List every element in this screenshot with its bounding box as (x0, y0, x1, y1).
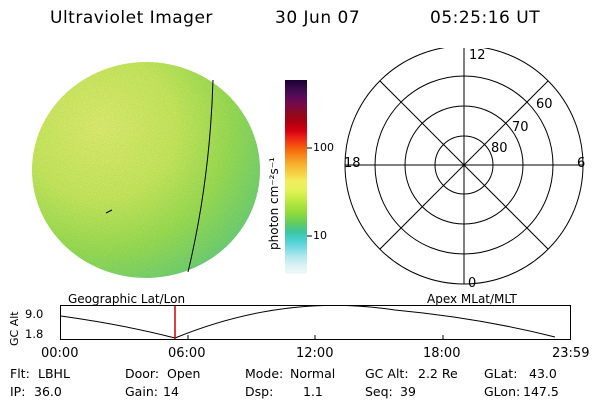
door-value: Open (167, 366, 201, 381)
seq-label: Seq: (365, 384, 393, 399)
ip-label: IP: (10, 384, 26, 399)
colorbar-tick-10: 10 (313, 229, 327, 242)
seq-value: 39 (400, 384, 416, 399)
colorbar (285, 80, 307, 274)
flt-value: LBHL (38, 366, 70, 381)
mode-value: Normal (290, 366, 336, 381)
lat-80-label: 80 (491, 141, 508, 156)
mlt-0-label: 0 (468, 276, 477, 291)
x-tick-2359: 23:59 (552, 346, 590, 361)
lat-70-label: 70 (512, 120, 529, 135)
door-label: Door: (125, 366, 160, 381)
dsp-label: Dsp: (245, 384, 274, 399)
gcalt-value: 2.2 Re (418, 366, 458, 381)
x-tick-0600: 06:00 (168, 346, 206, 361)
geographic-label: Geographic Lat/Lon (68, 292, 186, 306)
glon-value: 147.5 (523, 384, 559, 399)
colorbar-tick-100: 100 (313, 141, 334, 154)
terminator-line (187, 79, 214, 273)
apex-label: Apex MLat/MLT (427, 292, 517, 306)
ip-value: 36.0 (34, 384, 62, 399)
gcalt-label: GC Alt: (365, 366, 409, 381)
flt-label: Flt: (10, 366, 30, 381)
uv-earth-image (32, 62, 260, 278)
time-label: 05:25:16 UT (430, 8, 541, 28)
x-tick-1200: 12:00 (296, 346, 334, 361)
x-tick-0000: 00:00 (41, 346, 79, 361)
date-label: 30 Jun 07 (275, 8, 361, 28)
gain-label: Gain: (125, 384, 158, 399)
glon-label: GLon: (484, 384, 521, 399)
mlt-6-label: 6 (577, 156, 586, 171)
gain-value: 14 (163, 384, 179, 399)
mlt-18-label: 18 (344, 156, 361, 171)
polar-plot (344, 48, 584, 285)
orbit-altitude-plot (60, 305, 571, 340)
dsp-value: 1.1 (303, 384, 323, 399)
y-max-label: 9.0 (25, 307, 44, 321)
lat-60-label: 60 (536, 97, 553, 112)
gc-alt-axis-label: GC Alt (8, 311, 21, 346)
y-min-label: 1.8 (25, 327, 44, 341)
instrument-title: Ultraviolet Imager (50, 8, 213, 28)
glat-label: GLat: (484, 366, 518, 381)
x-tick-1800: 18:00 (423, 346, 461, 361)
colorbar-unit-label: photon cm⁻²s⁻¹ (267, 157, 281, 250)
glat-value: 43.0 (529, 366, 557, 381)
mlt-12-label: 12 (469, 48, 486, 63)
mode-label: Mode: (245, 366, 284, 381)
